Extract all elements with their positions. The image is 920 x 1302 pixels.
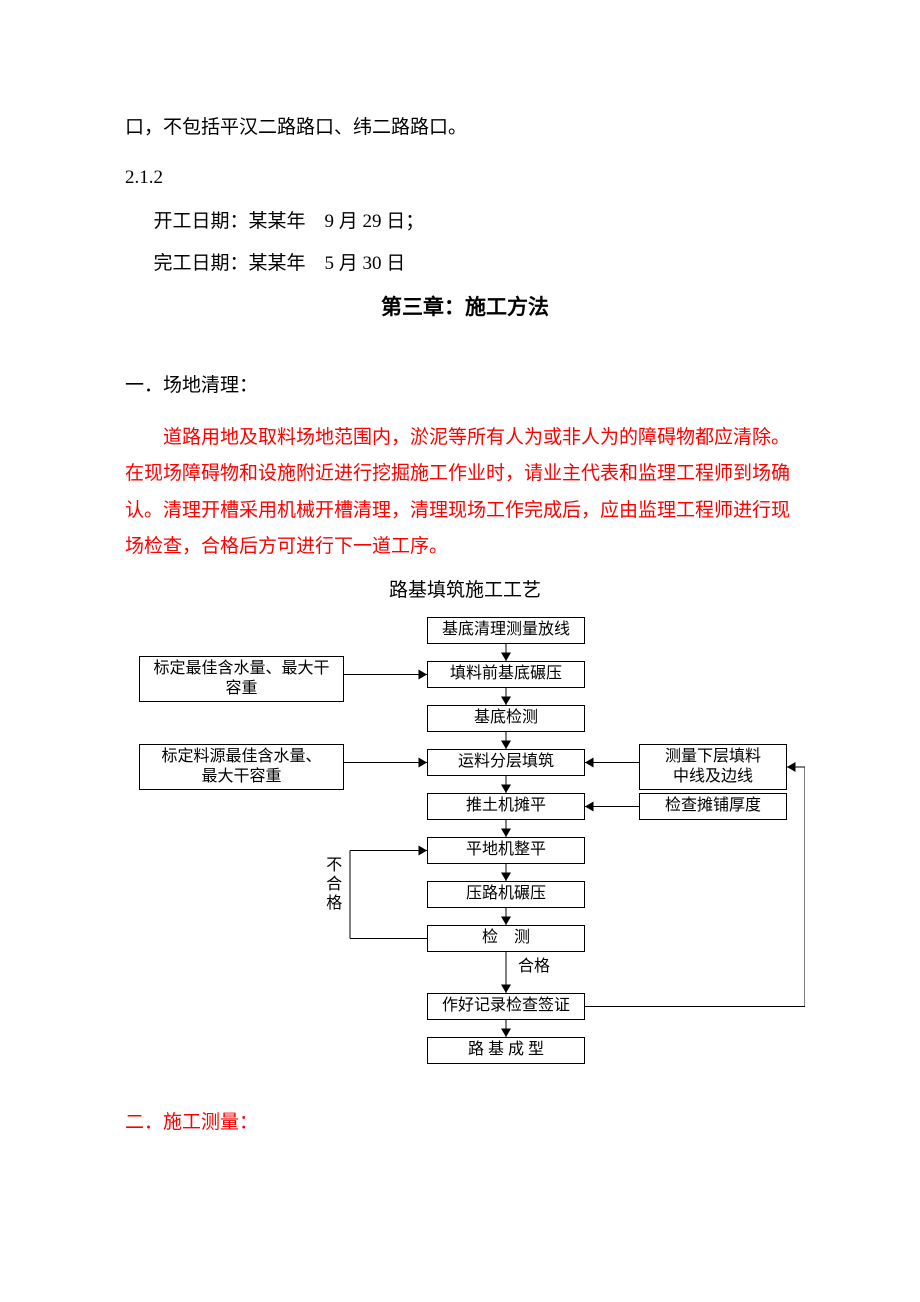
flow-node-7: 压路机碾压 [427, 881, 585, 908]
continuation-line: 口，不包括平汉二路路口、纬二路路口。 [125, 110, 805, 146]
section-number: 2.1.2 [125, 160, 805, 196]
flow-node-5: 推土机摊平 [427, 793, 585, 820]
section-2-heading: 二．施工测量： [125, 1105, 805, 1141]
flowchart-title: 路基填筑施工工艺 [125, 573, 805, 609]
start-date: 开工日期：某某年 9 月 29 日； [154, 204, 806, 240]
flow-node-10: 路 基 成 型 [427, 1037, 585, 1064]
flow-right-1: 测量下层填料中线及边线 [639, 744, 787, 790]
flow-node-4: 运料分层填筑 [427, 749, 585, 776]
chapter-title: 第三章：施工方法 [125, 288, 805, 328]
flow-right-2: 检查摊铺厚度 [639, 793, 787, 820]
label-pass: 合格 [518, 957, 550, 978]
section-1-heading: 一．场地清理： [125, 368, 805, 404]
end-date: 完工日期：某某年 5 月 30 日 [154, 246, 806, 282]
flow-node-2: 填料前基底碾压 [427, 661, 585, 688]
flow-left-1: 标定最佳含水量、最大干容重 [139, 656, 344, 702]
section-1-body: 道路用地及取料场地范围内，淤泥等所有人为或非人为的障碍物都应清除。在现场障碍物和… [125, 420, 805, 564]
label-fail: 不合格 [322, 856, 341, 913]
flow-node-8: 检 测 [427, 925, 585, 952]
flow-node-1: 基底清理测量放线 [427, 617, 585, 644]
flow-left-2: 标定料源最佳含水量、最大干容重 [139, 744, 344, 790]
flow-node-6: 平地机整平 [427, 837, 585, 864]
flow-node-9: 作好记录检查签证 [427, 993, 585, 1020]
flowchart: 基底清理测量放线填料前基底碾压基底检测运料分层填筑推土机摊平平地机整平压路机碾压… [125, 617, 805, 1097]
flow-node-3: 基底检测 [427, 705, 585, 732]
